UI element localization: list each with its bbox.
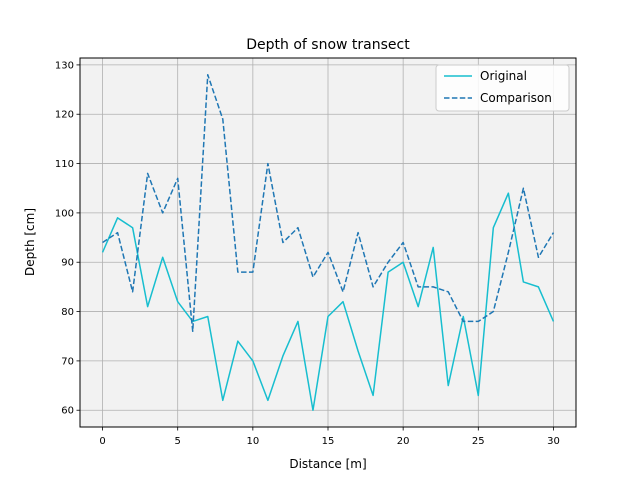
y-axis: 60 70 80 90 100 110 120 130 bbox=[55, 60, 80, 417]
y-tick-label: 80 bbox=[61, 307, 74, 318]
y-axis-label: Depth [cm] bbox=[23, 208, 37, 276]
x-tick-label: 0 bbox=[99, 436, 105, 447]
x-axis-label: Distance [m] bbox=[289, 457, 366, 471]
legend: Original Comparison bbox=[435, 64, 570, 112]
grid-lines bbox=[80, 58, 576, 427]
y-tick-label: 90 bbox=[61, 258, 74, 269]
x-tick-label: 15 bbox=[322, 436, 335, 447]
y-tick-label: 130 bbox=[55, 60, 74, 71]
x-tick-label: 30 bbox=[547, 436, 560, 447]
x-tick-label: 20 bbox=[397, 436, 410, 447]
chart-title: Depth of snow transect bbox=[246, 37, 410, 53]
x-tick-label: 10 bbox=[246, 436, 259, 447]
series-layer bbox=[101, 74, 555, 411]
y-tick-label: 100 bbox=[55, 208, 74, 219]
x-axis: 0 5 10 15 20 25 30 bbox=[99, 427, 560, 447]
x-tick-label: 5 bbox=[175, 436, 181, 447]
legend-label-original: Original bbox=[480, 69, 527, 83]
legend-label-comparison: Comparison bbox=[480, 91, 552, 105]
y-tick-label: 120 bbox=[55, 110, 74, 121]
x-tick-label: 25 bbox=[472, 436, 485, 447]
y-tick-label: 60 bbox=[61, 406, 74, 417]
y-tick-label: 110 bbox=[55, 159, 74, 170]
series-line-comparison bbox=[102, 74, 555, 333]
series-line-original bbox=[101, 192, 555, 411]
y-tick-label: 70 bbox=[61, 356, 74, 367]
